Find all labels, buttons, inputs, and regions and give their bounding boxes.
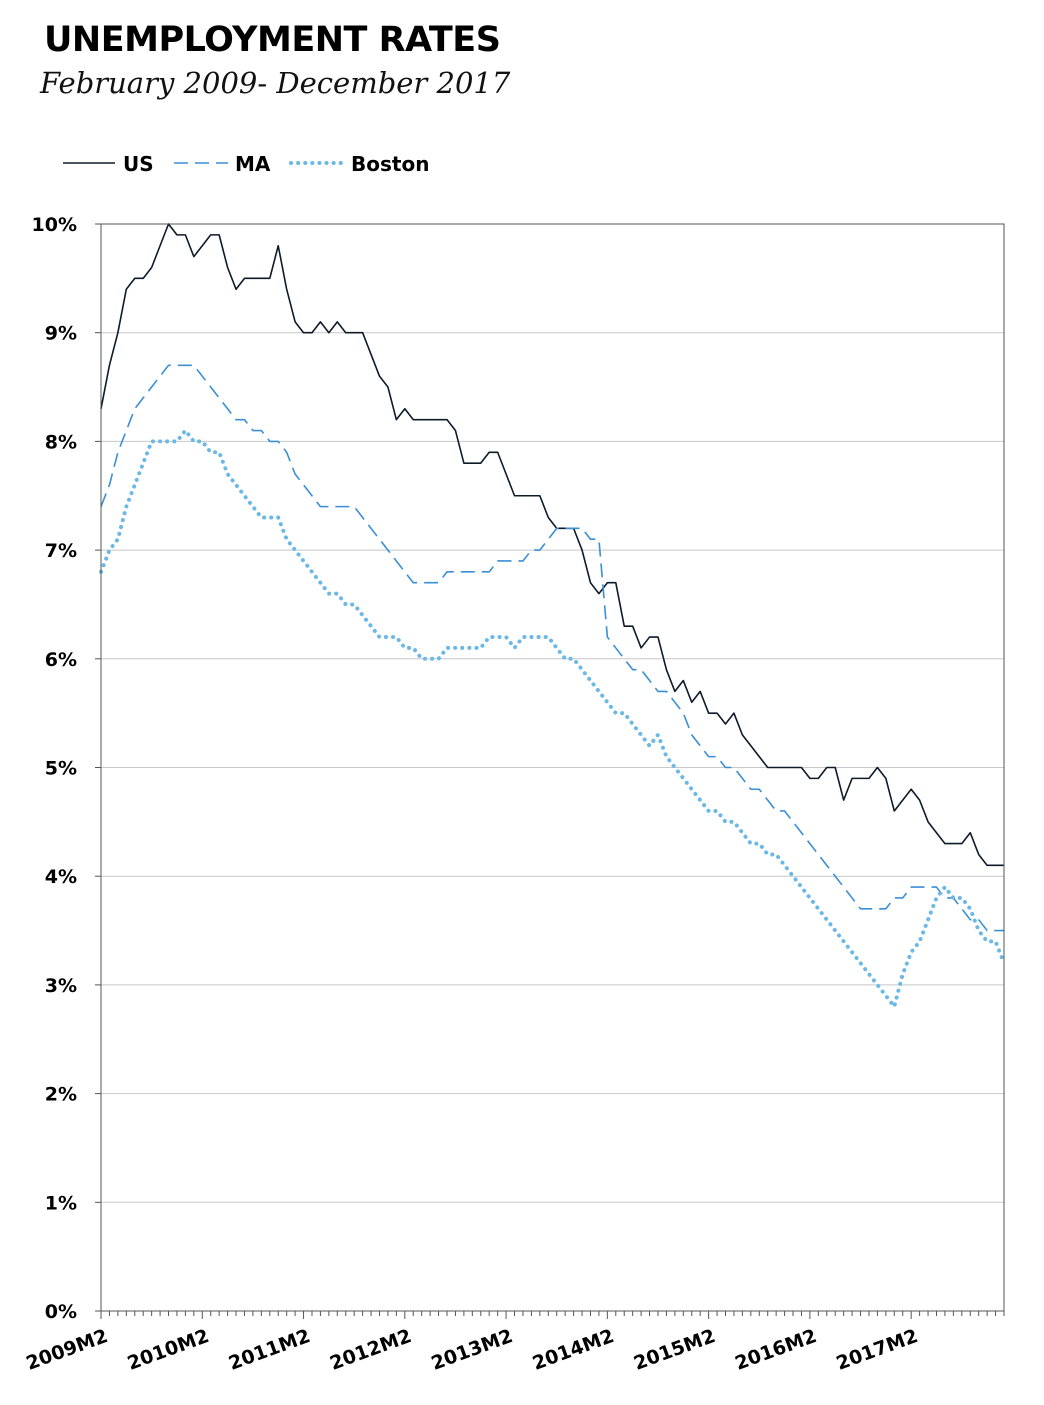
chart-subtitle: February 2009- December 2017	[40, 66, 511, 100]
chart-title: UNEMPLOYMENT RATES	[44, 20, 501, 60]
x-tick-label: 2017M2	[833, 1325, 920, 1375]
gridlines	[101, 332, 1004, 1203]
y-axis-ticks: 0% 1% 2% 3% 4% 5% 6% 7% 8% 9% 10%	[32, 214, 101, 1323]
y-tick-label: 0%	[45, 1301, 77, 1323]
x-tick-label: 2009M2	[23, 1325, 110, 1375]
y-tick-label: 6%	[45, 649, 77, 671]
series-line-ma	[100, 364, 1004, 932]
legend-label-us: US	[123, 152, 154, 176]
x-tick-label: 2011M2	[226, 1325, 313, 1375]
y-tick-label: 7%	[45, 540, 77, 562]
legend-label-ma: MA	[235, 152, 271, 176]
y-tick-label: 10%	[32, 214, 77, 236]
y-tick-label: 1%	[45, 1192, 77, 1214]
y-tick-label: 5%	[45, 758, 77, 780]
series-lines	[99, 223, 1006, 1009]
x-tick-label: 2015M2	[631, 1325, 718, 1375]
x-tick-label: 2014M2	[530, 1325, 617, 1375]
x-tick-label: 2010M2	[125, 1325, 212, 1375]
series-line-us	[100, 223, 1004, 867]
x-tick-label: 2012M2	[327, 1325, 414, 1375]
plot-frame	[100, 223, 1005, 1312]
series-line-boston	[99, 428, 1006, 1009]
y-tick-label: 8%	[45, 431, 77, 453]
legend: US MA Boston	[63, 152, 429, 176]
y-tick-label: 4%	[45, 866, 77, 888]
y-tick-label: 9%	[45, 323, 77, 345]
y-tick-label: 2%	[45, 1084, 77, 1106]
y-tick-label: 3%	[45, 975, 77, 997]
x-tick-label: 2016M2	[732, 1325, 819, 1375]
x-axis-ticks: 2009M2 2010M2 2011M2 2012M2 2013M2 2014M2 2015…	[23, 1311, 1005, 1375]
legend-label-boston: Boston	[351, 152, 429, 176]
x-tick-label: 2013M2	[428, 1325, 515, 1375]
